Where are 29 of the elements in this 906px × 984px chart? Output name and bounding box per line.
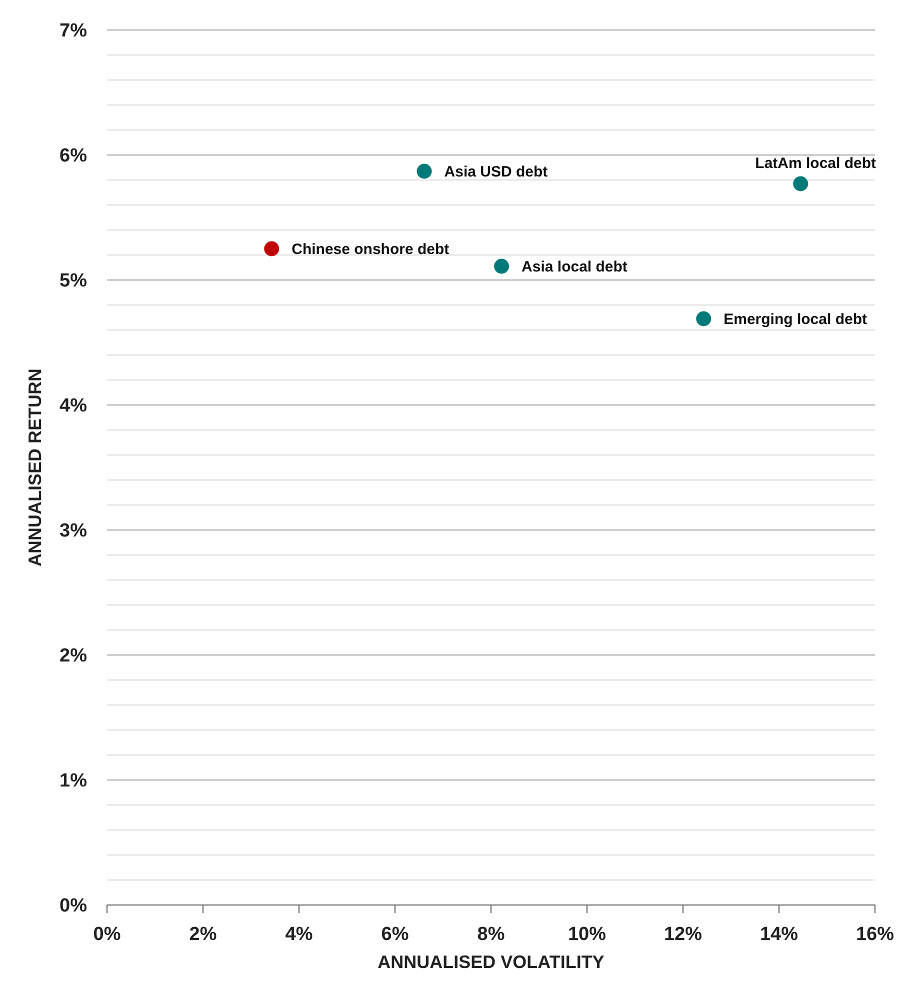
x-tick-label: 0%	[93, 924, 121, 945]
x-tick-label: 8%	[477, 924, 505, 945]
y-tick-label: 5%	[60, 270, 88, 292]
y-tick-label: 0%	[60, 896, 88, 917]
y-tick-label: 6%	[60, 146, 88, 167]
y-tick-label: 1%	[60, 770, 88, 792]
point	[793, 176, 808, 192]
x-tick-label: 6%	[381, 924, 409, 945]
x-tick-label: 2%	[189, 924, 217, 945]
x-axis-title: ANNUALISED VOLATILITY	[378, 952, 604, 972]
y-tick-label: 7%	[60, 20, 88, 42]
point	[696, 311, 712, 326]
x-tick-label: 14%	[760, 924, 798, 945]
point	[416, 164, 432, 179]
x-tick-label: 12%	[664, 924, 702, 945]
point	[264, 241, 280, 256]
x-tick-label: 16%	[856, 924, 894, 945]
y-tick-label: 3%	[60, 520, 88, 542]
y-tick-label: 2%	[60, 646, 88, 667]
annotation: LatAm local debt	[755, 154, 876, 172]
x-tick-label: 10%	[568, 924, 606, 945]
annotation: Chinese onshore debt	[292, 241, 450, 258]
y-tick-label: 4%	[60, 396, 88, 417]
annotation: Asia local debt	[522, 258, 628, 276]
x-tick-label: 4%	[285, 924, 313, 945]
y-axis-title: ANNUALISED RETURN	[25, 368, 45, 566]
annotation: Emerging local debt	[724, 311, 867, 328]
point	[494, 258, 510, 274]
annotation: Asia USD debt	[444, 164, 548, 180]
